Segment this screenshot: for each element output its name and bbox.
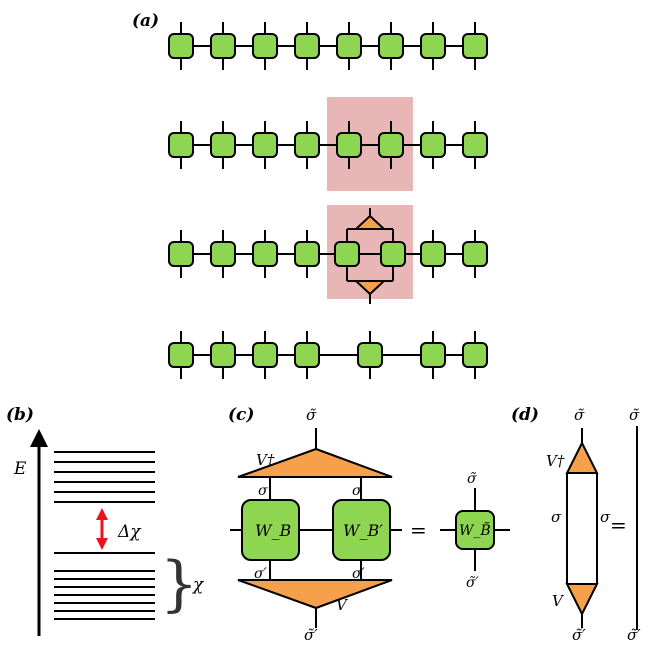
mps-tensor bbox=[462, 132, 488, 158]
c-right-bottom-bond: σ′ bbox=[352, 566, 366, 582]
bond-dimension-label: χ bbox=[192, 575, 205, 595]
energy-axis-label: E bbox=[13, 459, 27, 479]
panel-b-label: (b) bbox=[6, 405, 34, 425]
gap-label: Δχ bbox=[117, 522, 142, 542]
contraction-lines bbox=[230, 428, 402, 628]
d-isometry-bottom-label: V bbox=[552, 592, 565, 610]
mps-tensor bbox=[294, 342, 320, 368]
mps-tensor bbox=[294, 241, 320, 267]
panel-c-label: (c) bbox=[228, 405, 254, 425]
c-left-top-bond: σ bbox=[258, 483, 268, 499]
result-tensor-lines bbox=[440, 488, 510, 571]
d-identity-top: σ̃ bbox=[629, 406, 640, 424]
mps-tensor bbox=[378, 33, 404, 59]
c-isometry-bottom-label: V bbox=[336, 596, 349, 614]
c-top-index: σ̃ bbox=[306, 406, 317, 424]
tensor-wb-prime bbox=[332, 499, 391, 561]
mps-tensor bbox=[168, 132, 194, 158]
mps-tensor bbox=[210, 132, 236, 158]
mps-tensor bbox=[168, 33, 194, 59]
mps-tensor bbox=[252, 33, 278, 59]
mps-tensor bbox=[210, 33, 236, 59]
mps-tensor bbox=[420, 342, 446, 368]
mps-tensor bbox=[252, 132, 278, 158]
mps-tensor bbox=[378, 132, 404, 158]
d-isometry-top-label: V† bbox=[546, 452, 565, 470]
c-left-bottom-bond: σ′ bbox=[254, 566, 268, 582]
c-result-top-index: σ̃ bbox=[467, 471, 477, 487]
c-result-tensor-label: W_B̃ bbox=[459, 521, 491, 539]
brace-icon: } bbox=[160, 549, 198, 619]
c-isometry-top-label: V† bbox=[256, 451, 275, 469]
mps-tensor bbox=[420, 132, 446, 158]
isometry-vdagger-triangle bbox=[237, 447, 393, 478]
c-bottom-index: σ̃′ bbox=[304, 626, 318, 644]
energy-levels bbox=[54, 451, 155, 620]
d-identity-bottom: σ̃′ bbox=[627, 626, 641, 644]
d-bond-left: σ bbox=[551, 508, 562, 526]
mps-tensor bbox=[420, 33, 446, 59]
mps-tensor bbox=[462, 33, 488, 59]
mps-tensor bbox=[252, 241, 278, 267]
panel-a-label: (a) bbox=[132, 11, 159, 31]
mps-tensor bbox=[334, 241, 360, 267]
mps-chains bbox=[168, 22, 488, 379]
mps-tensor bbox=[294, 132, 320, 158]
c-result-bottom-index: σ̃′ bbox=[466, 575, 480, 591]
mps-tensor bbox=[168, 241, 194, 267]
c-tensor-right-label: W_B′ bbox=[343, 521, 383, 540]
c-tensor-left-label: W_B bbox=[255, 521, 291, 540]
mps-tensor bbox=[294, 33, 320, 59]
d-bottom-index: σ̃′ bbox=[572, 626, 586, 644]
d-equals-sign: = bbox=[610, 513, 627, 537]
mps-tensor bbox=[252, 342, 278, 368]
d-bond-right: σ bbox=[600, 508, 611, 526]
panel-a: (a) bbox=[132, 11, 488, 379]
tensor-wb-tilde bbox=[455, 510, 495, 550]
c-equals-sign: = bbox=[410, 518, 427, 542]
tensor-wb bbox=[241, 499, 300, 561]
mps-tensor bbox=[357, 342, 383, 368]
mps-tensor bbox=[462, 342, 488, 368]
isometry-v-triangle bbox=[237, 579, 393, 610]
panel-c: (c) σ̃ σ̃′ V† V σ σ σ′ σ′ W_B W_B′ = bbox=[228, 405, 510, 644]
row3-isometry-pair bbox=[346, 208, 394, 304]
mps-tensor bbox=[210, 342, 236, 368]
mps-tensor bbox=[420, 241, 446, 267]
panel-b: (b) E Δχ } χ bbox=[6, 405, 205, 636]
panel-d-label: (d) bbox=[511, 405, 539, 425]
mps-tensor bbox=[336, 132, 362, 158]
c-right-top-bond: σ bbox=[352, 483, 362, 499]
d-top-index: σ̃ bbox=[574, 406, 585, 424]
panel-d: (d) σ̃ σ̃′ V† V σ σ = σ̃ σ̃′ bbox=[511, 405, 641, 644]
mps-tensor bbox=[336, 33, 362, 59]
mps-tensor bbox=[462, 241, 488, 267]
d-isometry-v-triangle bbox=[565, 583, 599, 617]
mps-tensor bbox=[168, 342, 194, 368]
mps-tensor bbox=[380, 241, 406, 267]
mps-tensor bbox=[210, 241, 236, 267]
d-isometry-vdagger-triangle bbox=[565, 440, 599, 474]
